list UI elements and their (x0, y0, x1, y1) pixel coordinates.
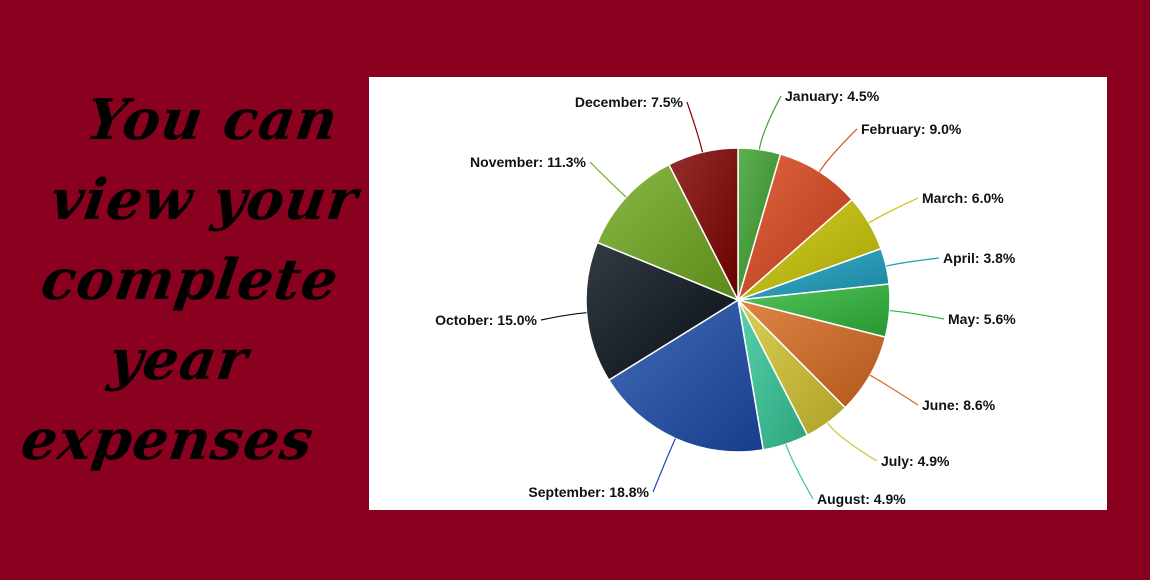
leader-line (886, 257, 940, 267)
data-label: May: 5.6% (948, 311, 1016, 327)
tagline-line: expenses (17, 407, 318, 473)
pie-slice-february (736, 153, 854, 303)
tagline-line: complete (37, 247, 343, 313)
tagline-line: You can (82, 87, 343, 153)
pie-slice-october (585, 241, 740, 382)
leader-line (686, 101, 704, 153)
pie-slice-december (667, 147, 739, 301)
data-label: August: 4.9% (817, 491, 906, 507)
tagline-line: year (105, 327, 253, 393)
data-label: October: 15.0% (435, 312, 537, 328)
leader-line (889, 310, 945, 320)
data-label: January: 4.5% (785, 88, 880, 104)
leader-line (785, 444, 814, 500)
leader-line (869, 374, 919, 406)
data-label: March: 6.0% (922, 190, 1004, 206)
pie-slice-november (596, 163, 740, 302)
data-label: September: 18.8% (528, 484, 649, 500)
leader-line (868, 197, 919, 224)
data-label: July: 4.9% (881, 453, 950, 469)
data-label: November: 11.3% (470, 154, 586, 170)
pie-chart: January: 4.5% February: 9.0% March: 6.0% Ap… (435, 88, 1016, 507)
data-label: June: 8.6% (922, 397, 996, 413)
data-label: February: 9.0% (861, 121, 962, 137)
leader-line (652, 438, 676, 493)
leader-line (818, 128, 858, 173)
chart-panel: January: 4.5% February: 9.0% March: 6.0% Ap… (369, 77, 1107, 510)
leader-line (758, 95, 782, 150)
leader-line (589, 161, 627, 198)
tagline: You can view your complete year expenses (12, 80, 368, 480)
data-label: December: 7.5% (575, 94, 684, 110)
leader-line (540, 312, 587, 321)
tagline-line: view your (46, 167, 363, 233)
pie-slice-june (735, 298, 887, 409)
data-label: April: 3.8% (943, 250, 1016, 266)
leader-line (826, 422, 878, 462)
